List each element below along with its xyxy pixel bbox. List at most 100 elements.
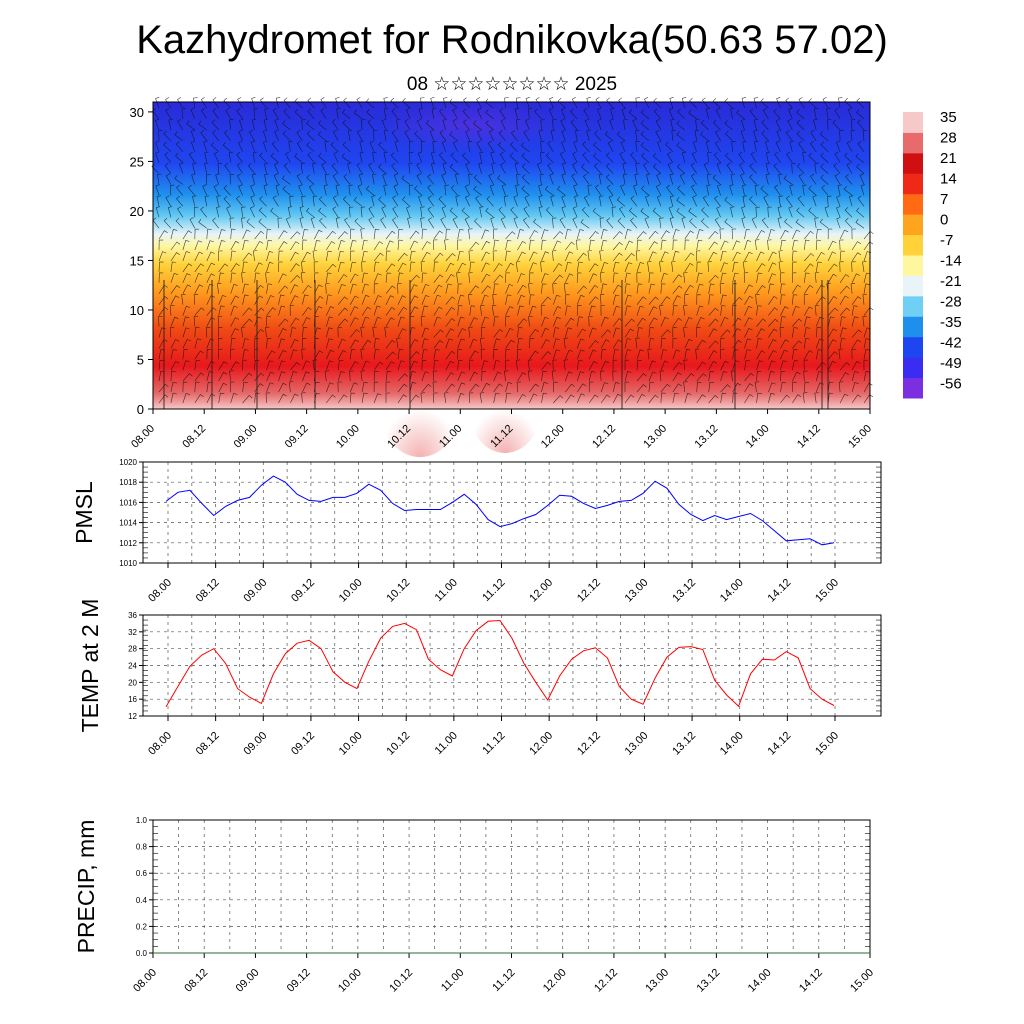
wind-barb xyxy=(541,273,549,283)
wind-barb xyxy=(571,173,578,185)
wind-barb xyxy=(684,338,693,349)
wind-barb xyxy=(206,327,211,338)
wind-barb xyxy=(744,251,753,262)
wind-barb xyxy=(361,261,366,272)
wind-barb xyxy=(281,175,291,185)
wind-barb xyxy=(749,174,757,185)
wind-barb xyxy=(465,162,470,174)
wind-barb xyxy=(776,129,781,141)
wind-barb xyxy=(391,163,399,174)
x-tick-label: 09.00 xyxy=(234,967,262,995)
wind-barb xyxy=(420,261,426,272)
wind-barb xyxy=(792,272,797,283)
wind-barb xyxy=(278,349,287,360)
wind-barb xyxy=(636,393,646,404)
wind-barb xyxy=(736,109,745,120)
wind-barb xyxy=(785,130,793,141)
wind-barb xyxy=(796,109,805,120)
wind-barb xyxy=(206,338,215,349)
wind-barb xyxy=(263,129,268,141)
wind-barb xyxy=(648,241,658,251)
wind-barb xyxy=(720,338,725,349)
wind-barb xyxy=(576,328,587,338)
wind-barb xyxy=(669,97,674,109)
wind-barb xyxy=(385,339,396,349)
wind-barb xyxy=(600,360,610,371)
wind-barb xyxy=(839,274,850,283)
wind-barb xyxy=(421,371,429,382)
x-tick-label: 13.12 xyxy=(695,967,723,995)
wind-barb xyxy=(612,382,620,393)
wind-barb xyxy=(576,338,585,349)
wind-barb xyxy=(168,119,173,130)
wind-barb xyxy=(600,229,608,240)
wind-barb xyxy=(341,109,351,120)
colorbar-label: -49 xyxy=(940,355,962,372)
wind-barb xyxy=(712,119,721,131)
wind-barb xyxy=(863,382,873,393)
wind-barb xyxy=(804,272,810,283)
wind-barb xyxy=(792,284,801,294)
wind-barb xyxy=(827,273,837,283)
wind-barb xyxy=(850,119,856,130)
wind-barb xyxy=(212,217,219,229)
wind-barb xyxy=(802,392,808,404)
wind-barb xyxy=(517,294,525,305)
wind-barb xyxy=(774,184,781,196)
wind-barb xyxy=(481,294,489,305)
wind-barb xyxy=(367,119,375,131)
wind-barb xyxy=(170,295,180,305)
wind-barb xyxy=(218,371,228,382)
wind-barb xyxy=(741,217,746,229)
wind-barb xyxy=(378,163,387,174)
wind-barb xyxy=(600,370,605,382)
wind-barb xyxy=(431,162,436,174)
wind-barb xyxy=(498,130,506,141)
wind-barb xyxy=(156,195,161,207)
wind-barb xyxy=(839,362,850,371)
wind-barb xyxy=(206,240,214,251)
wind-barb xyxy=(169,326,175,338)
wind-barb xyxy=(768,307,778,316)
colorbar-swatch xyxy=(903,316,923,338)
wind-barb xyxy=(815,349,823,360)
y-tick-label: 12 xyxy=(128,712,137,721)
wind-barb xyxy=(342,141,351,152)
wind-barb xyxy=(236,162,243,174)
wind-barb xyxy=(361,239,368,251)
wind-barb xyxy=(510,130,518,141)
wind-barb xyxy=(527,370,533,382)
wind-barb xyxy=(563,283,569,294)
wind-barb xyxy=(414,185,423,196)
wind-barb xyxy=(560,118,566,131)
wind-barb xyxy=(397,373,408,382)
wind-barb xyxy=(194,251,203,262)
wind-barb xyxy=(624,252,635,262)
wind-barb xyxy=(154,118,160,131)
wind-barb xyxy=(486,195,494,207)
wind-barb xyxy=(402,97,411,109)
wind-barb xyxy=(547,162,554,174)
wind-barb xyxy=(404,129,411,141)
wind-barb xyxy=(421,359,427,371)
wind-barb xyxy=(636,239,642,251)
wind-barb xyxy=(521,163,530,174)
wind-barb xyxy=(282,120,291,131)
wind-barb xyxy=(681,151,687,163)
wind-barb xyxy=(588,327,597,338)
wind-barb xyxy=(444,239,449,251)
y-axis-label: PMSL xyxy=(71,481,97,544)
wind-barb xyxy=(252,151,258,163)
wind-barb xyxy=(529,262,538,273)
wind-barb xyxy=(753,129,758,141)
wind-barb xyxy=(708,307,719,316)
wind-barb xyxy=(541,392,548,404)
wind-barb xyxy=(179,162,184,174)
wind-barb xyxy=(301,348,306,360)
wind-barb xyxy=(624,338,632,349)
wind-barb xyxy=(517,338,523,349)
wind-barb xyxy=(660,239,667,251)
wind-barb xyxy=(655,129,662,141)
wind-barb xyxy=(657,140,662,152)
wind-barb xyxy=(294,108,303,120)
